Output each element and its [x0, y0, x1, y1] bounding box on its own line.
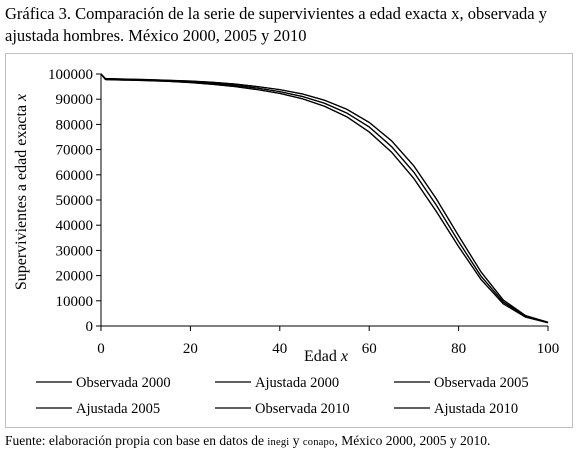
chart-legend: Observada 2000 Ajustada 2000 Observada 200…	[36, 375, 529, 417]
source-conapo: conapo	[302, 437, 335, 448]
source-note: Fuente: elaboración propia con base en d…	[5, 432, 580, 452]
y-tick-label: 90000	[56, 92, 94, 108]
y-tick-label: 70000	[56, 143, 94, 159]
x-tick-label: 0	[97, 341, 105, 357]
y-tick-label: 0	[86, 319, 94, 335]
legend-label: Observada 2000	[76, 375, 171, 391]
y-tick-label: 40000	[56, 218, 94, 234]
series-line-ajustada-2010	[100, 73, 549, 323]
source-prefix: Fuente: elaboración propia con base en d…	[5, 433, 268, 448]
y-tick-label: 100000	[48, 67, 93, 83]
legend-label: Ajustada 2010	[434, 401, 518, 417]
x-axis-label: Edad x	[304, 348, 348, 365]
x-tick-label: 80	[451, 341, 466, 357]
chart-title: Gráfica 3. Comparación de la serie de su…	[5, 4, 547, 45]
x-tick-label: 20	[183, 341, 198, 357]
x-tick-label: 60	[362, 341, 377, 357]
series-line-observada-2000	[100, 73, 549, 324]
series-line-observada-2005	[100, 73, 549, 324]
source-mid: y	[289, 433, 303, 448]
series-layer	[100, 73, 549, 324]
y-tick-label: 50000	[56, 193, 94, 209]
series-line-ajustada-2000	[100, 73, 549, 324]
y-tick-label: 80000	[56, 117, 94, 133]
legend-label: Ajustada 2005	[76, 401, 160, 417]
chart-frame	[5, 53, 573, 428]
y-tick-label: 60000	[56, 168, 94, 184]
y-tick-label: 10000	[56, 294, 94, 310]
legend-label: Ajustada 2000	[255, 375, 339, 391]
source-inegi: inegi	[267, 437, 290, 448]
x-tick-label: 100	[537, 341, 560, 357]
legend-label: Observada 2010	[255, 401, 350, 417]
legend-label: Observada 2005	[434, 375, 529, 391]
y-axis-label: Supervivientes a edad exacta x	[13, 94, 30, 290]
y-tick-label: 30000	[56, 243, 94, 259]
chart-axes: 0 10000 20000 30000 40000 50000 60000 70000 8000…	[13, 67, 559, 365]
series-line-observada-2010	[100, 73, 549, 323]
y-tick-label: 20000	[56, 269, 94, 285]
source-suffix: , México 2000, 2005 y 2010.	[334, 433, 491, 448]
series-line-ajustada-2005	[100, 73, 549, 324]
x-tick-label: 40	[272, 341, 287, 357]
